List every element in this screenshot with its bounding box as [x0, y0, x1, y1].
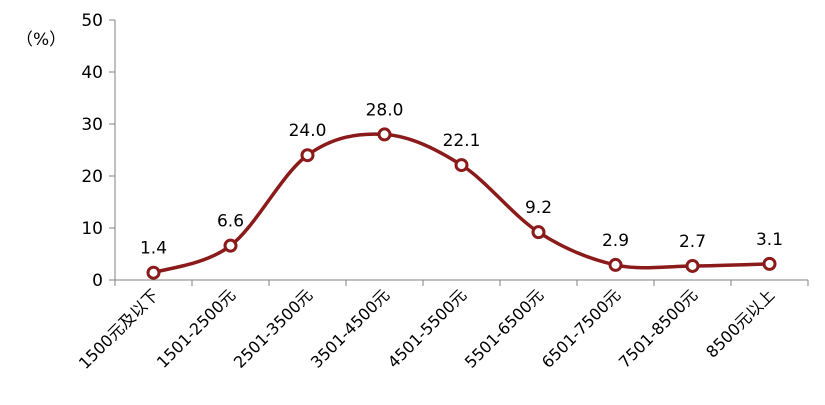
data-labels: 1.4 6.6 24.0 28.0 22.1 9.2 2.9 2.7 3.1	[140, 100, 783, 258]
data-point	[377, 127, 392, 142]
x-tick-label: 2501-3500元	[230, 285, 316, 371]
data-label: 9.2	[525, 198, 552, 218]
data-point	[685, 258, 700, 273]
x-tick-label: 7501-8500元	[615, 285, 701, 371]
data-point	[531, 225, 546, 240]
data-point	[454, 158, 469, 173]
series-line	[152, 132, 770, 275]
data-points	[146, 127, 777, 280]
data-label: 24.0	[289, 121, 327, 141]
data-point	[223, 238, 238, 253]
data-point	[146, 265, 161, 280]
data-label: 2.9	[602, 231, 629, 251]
data-point	[762, 256, 777, 271]
data-label: 3.1	[756, 230, 783, 250]
x-tick-label: 6501-7500元	[538, 285, 624, 371]
y-tick-label: 30	[81, 115, 103, 135]
data-label: 1.4	[140, 239, 167, 259]
y-tick-label: 10	[81, 219, 103, 239]
data-point	[608, 257, 623, 272]
data-point	[300, 148, 315, 163]
y-tick-label: 50	[81, 11, 103, 31]
y-axis: 0 10 20 30 40 50	[81, 11, 116, 291]
x-tick-label: 1500元及以下	[75, 285, 162, 372]
data-label: 6.6	[217, 212, 244, 232]
y-tick-label: 40	[81, 63, 103, 83]
y-tick-label: 0	[92, 271, 103, 291]
data-label: 22.1	[443, 131, 481, 151]
x-tick-label: 8500元以上	[702, 285, 778, 361]
y-tick-label: 20	[81, 167, 103, 187]
x-tick-label: 4501-5500元	[384, 285, 470, 371]
x-tick-label: 5501-6500元	[461, 285, 547, 371]
x-axis: 1500元及以下1501-2500元2501-3500元3501-4500元45…	[75, 279, 809, 373]
x-tick-label: 1501-2500元	[153, 285, 239, 371]
x-tick-label: 3501-4500元	[307, 285, 393, 371]
data-label: 2.7	[679, 232, 706, 252]
data-label: 28.0	[366, 100, 404, 120]
y-axis-unit-label: （%）	[16, 30, 66, 50]
